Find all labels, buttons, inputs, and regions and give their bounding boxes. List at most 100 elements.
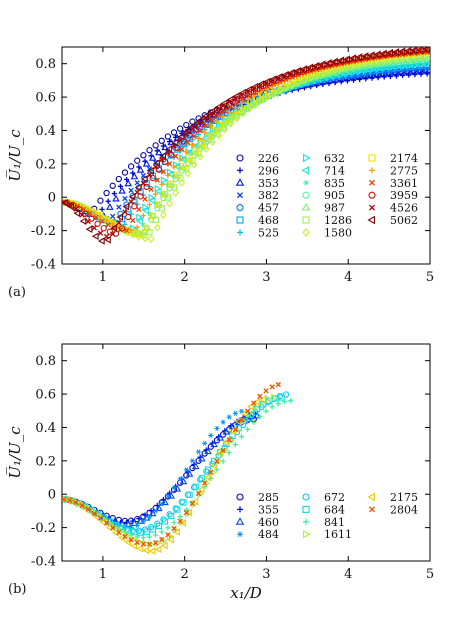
data-point [363, 60, 372, 68]
data-point [238, 417, 245, 423]
data-point [128, 227, 134, 233]
legend-label: 1580 [324, 226, 352, 239]
data-point [278, 394, 285, 401]
data-point [179, 477, 188, 485]
data-point [339, 65, 347, 73]
data-point [294, 66, 301, 75]
y-tick-label: 0 [48, 191, 56, 206]
data-point [159, 536, 165, 543]
y-tick-label: 0 [48, 488, 56, 503]
data-point [117, 183, 124, 189]
data-point [79, 217, 87, 225]
data-point [94, 220, 101, 227]
data-point [146, 534, 153, 540]
data-point [189, 458, 196, 464]
data-point [142, 206, 150, 215]
data-point [235, 106, 242, 114]
data-point [232, 92, 240, 100]
data-point [257, 83, 263, 89]
data-point [257, 413, 263, 420]
data-point [183, 127, 191, 135]
data-point [166, 199, 173, 208]
data-point [174, 506, 181, 513]
data-point [110, 231, 116, 237]
data-points [62, 381, 294, 555]
data-point [67, 497, 73, 503]
data-point [62, 496, 67, 502]
data-point [167, 491, 175, 499]
data-point [416, 47, 424, 54]
data-point [251, 83, 259, 91]
x-tick-label: 3 [262, 567, 270, 582]
legend-marker [301, 203, 311, 211]
data-point [392, 48, 400, 56]
legend-marker [302, 493, 310, 501]
data-point [247, 411, 255, 418]
data-point [153, 532, 159, 538]
data-point [222, 438, 230, 446]
data-point [158, 137, 165, 144]
data-point [159, 152, 167, 160]
data-point [269, 404, 275, 410]
data-point [99, 218, 105, 224]
data-point [97, 515, 104, 521]
data-point [202, 112, 209, 120]
data-point [202, 440, 208, 446]
data-point [369, 59, 378, 67]
data-point [165, 532, 171, 538]
legend-marker [302, 505, 310, 513]
data-point [136, 206, 142, 213]
legend-label: 684 [324, 503, 345, 516]
data-point [168, 512, 175, 520]
data-point [152, 142, 159, 149]
data-point [226, 99, 232, 105]
data-point [137, 230, 144, 237]
data-point [191, 497, 199, 506]
x-tick-label: 3 [262, 270, 270, 285]
data-point [226, 109, 232, 115]
x-tick-label: 4 [344, 567, 352, 582]
data-point [91, 510, 97, 517]
legend-marker [236, 192, 244, 199]
data-point [241, 102, 248, 109]
data-point [161, 158, 169, 166]
data-point [143, 224, 150, 232]
data-point [324, 59, 332, 67]
data-point [87, 210, 93, 216]
data-point [208, 432, 214, 439]
data-point [361, 52, 369, 60]
data-point [165, 493, 171, 499]
data-point [73, 499, 79, 506]
data-point [185, 469, 194, 477]
legend-label: 226 [258, 152, 279, 165]
data-point [186, 154, 193, 162]
data-point [326, 68, 335, 75]
data-point [180, 499, 187, 506]
legend-label: 632 [324, 152, 345, 165]
data-point [142, 203, 150, 211]
data-point [129, 527, 136, 534]
data-point [122, 202, 130, 211]
data-point [100, 225, 107, 232]
legend-marker [301, 166, 309, 175]
data-point [148, 193, 156, 202]
data-point [183, 121, 190, 129]
data-point [85, 218, 91, 225]
legend-label: 460 [258, 516, 279, 529]
data-point [228, 422, 237, 430]
data-point [203, 468, 210, 475]
data-point [128, 537, 134, 543]
data-point [331, 57, 338, 66]
series-2804 [62, 381, 281, 547]
legend-marker [236, 216, 244, 224]
data-point [197, 476, 204, 483]
data-point [174, 171, 181, 178]
data-point [189, 121, 197, 130]
legend-label: 3959 [390, 189, 418, 202]
legend-label: 1286 [324, 214, 352, 227]
data-point [312, 61, 320, 70]
legend-marker [368, 154, 376, 162]
data-point [239, 89, 246, 97]
x-tick-label: 1 [99, 270, 107, 285]
